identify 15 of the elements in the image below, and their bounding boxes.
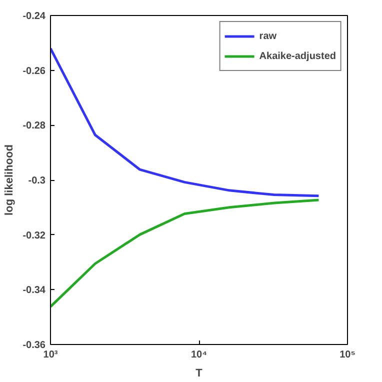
legend-label: Akaike-adjusted <box>259 50 336 62</box>
y-tick-label: -0.26 <box>22 66 46 77</box>
y-tick-label: -0.32 <box>22 230 46 242</box>
x-tick-label: 10⁵ <box>340 350 356 360</box>
line-series <box>50 198 320 308</box>
x-axis-title: T <box>196 368 203 380</box>
y-tick-label: -0.3 <box>28 176 46 186</box>
y-tick-label: -0.34 <box>22 285 46 296</box>
x-tick-label: 10⁴ <box>190 350 208 360</box>
y-tick-label: -0.28 <box>22 120 46 132</box>
y-axis-title: log likelihood <box>4 144 16 216</box>
legend-label: raw <box>259 30 278 42</box>
y-tick-label: -0.24 <box>22 11 46 22</box>
x-tick-label: 10³ <box>43 350 58 360</box>
y-tick-label: -0.36 <box>22 340 46 351</box>
